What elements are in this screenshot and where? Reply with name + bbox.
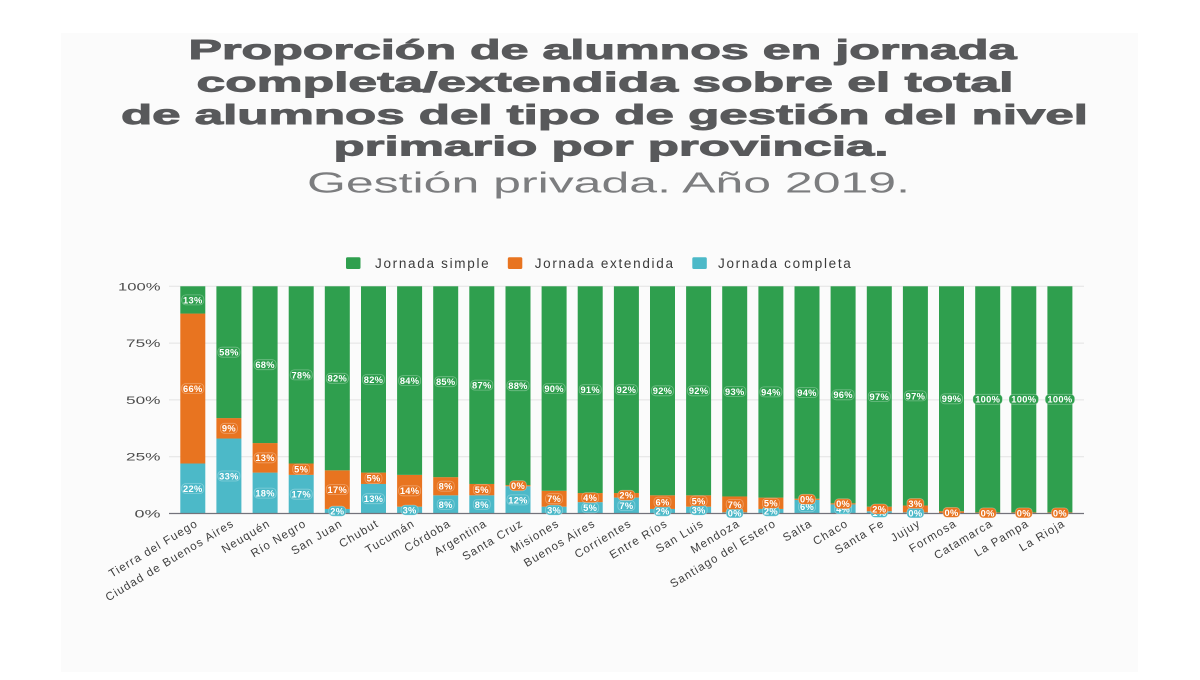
- svg-text:100%: 100%: [1047, 395, 1072, 405]
- svg-text:100%: 100%: [118, 281, 161, 293]
- svg-text:12%: 12%: [508, 495, 528, 505]
- svg-text:97%: 97%: [906, 391, 926, 401]
- svg-text:3%: 3%: [692, 506, 706, 516]
- svg-text:2%: 2%: [619, 491, 633, 501]
- svg-text:0%: 0%: [1053, 508, 1067, 518]
- svg-text:5%: 5%: [475, 485, 489, 495]
- svg-text:Jornada extendida: Jornada extendida: [535, 256, 675, 271]
- svg-text:primario por provincia.: primario por provincia.: [334, 131, 889, 162]
- svg-text:99%: 99%: [942, 394, 962, 404]
- svg-text:3%: 3%: [403, 506, 417, 516]
- svg-text:13%: 13%: [364, 494, 384, 504]
- svg-text:97%: 97%: [870, 392, 890, 402]
- svg-text:Proporción de alumnos en jorna: Proporción de alumnos en jornada: [189, 34, 1018, 65]
- svg-text:0%: 0%: [728, 508, 742, 518]
- svg-text:2%: 2%: [655, 507, 669, 517]
- svg-text:4%: 4%: [836, 504, 850, 514]
- svg-text:66%: 66%: [183, 384, 203, 394]
- svg-text:8%: 8%: [475, 500, 489, 510]
- svg-text:5%: 5%: [692, 496, 706, 506]
- svg-text:3%: 3%: [908, 499, 922, 509]
- svg-text:Gestión privada. Año 2019.: Gestión privada. Año 2019.: [307, 167, 910, 199]
- svg-text:6%: 6%: [655, 498, 669, 508]
- svg-text:68%: 68%: [255, 360, 275, 370]
- svg-text:0%: 0%: [944, 508, 958, 518]
- svg-text:0%: 0%: [836, 499, 850, 509]
- svg-text:0%: 0%: [511, 481, 525, 491]
- svg-text:2%: 2%: [764, 507, 778, 517]
- svg-text:92%: 92%: [653, 386, 673, 396]
- svg-text:de alumnos del tipo de gestión: de alumnos del tipo de gestión del nivel: [121, 99, 1088, 130]
- svg-text:8%: 8%: [439, 500, 453, 510]
- svg-text:96%: 96%: [833, 390, 853, 400]
- svg-text:18%: 18%: [255, 489, 275, 499]
- svg-text:22%: 22%: [183, 484, 203, 494]
- svg-text:50%: 50%: [126, 395, 161, 407]
- svg-text:completa/extendida sobre el to: completa/extendida sobre el total: [197, 67, 1014, 98]
- svg-text:82%: 82%: [364, 375, 384, 385]
- svg-text:3%: 3%: [547, 506, 561, 516]
- svg-text:84%: 84%: [400, 376, 420, 386]
- svg-text:7%: 7%: [547, 494, 561, 504]
- svg-text:2%: 2%: [872, 504, 886, 514]
- svg-text:92%: 92%: [689, 386, 709, 396]
- svg-text:94%: 94%: [797, 388, 817, 398]
- svg-text:8%: 8%: [439, 482, 453, 492]
- svg-text:17%: 17%: [291, 490, 311, 500]
- svg-text:4%: 4%: [583, 493, 597, 503]
- svg-text:0%: 0%: [981, 508, 995, 518]
- svg-text:Jornada simple: Jornada simple: [375, 256, 490, 271]
- svg-text:92%: 92%: [617, 385, 637, 395]
- svg-text:100%: 100%: [1011, 395, 1036, 405]
- svg-text:Jornada completa: Jornada completa: [718, 256, 853, 271]
- svg-text:93%: 93%: [725, 387, 745, 397]
- svg-text:2%: 2%: [330, 507, 344, 517]
- svg-text:13%: 13%: [255, 453, 275, 463]
- svg-text:0%: 0%: [1017, 508, 1031, 518]
- svg-text:75%: 75%: [126, 338, 161, 350]
- svg-text:85%: 85%: [436, 377, 456, 387]
- svg-text:91%: 91%: [580, 385, 600, 395]
- svg-text:82%: 82%: [328, 374, 348, 384]
- svg-text:14%: 14%: [400, 486, 420, 496]
- svg-text:5%: 5%: [294, 465, 308, 475]
- svg-text:5%: 5%: [764, 499, 778, 509]
- svg-text:88%: 88%: [508, 381, 528, 391]
- svg-text:7%: 7%: [728, 500, 742, 510]
- svg-text:0%: 0%: [135, 509, 161, 521]
- svg-text:5%: 5%: [583, 503, 597, 513]
- svg-text:0%: 0%: [800, 495, 814, 505]
- svg-text:6%: 6%: [800, 502, 814, 512]
- svg-text:0%: 0%: [908, 508, 922, 518]
- svg-text:90%: 90%: [544, 384, 564, 394]
- svg-text:58%: 58%: [219, 348, 239, 358]
- svg-text:78%: 78%: [291, 370, 311, 380]
- svg-text:9%: 9%: [222, 424, 236, 434]
- svg-text:25%: 25%: [126, 452, 161, 464]
- svg-text:100%: 100%: [975, 395, 1000, 405]
- svg-text:13%: 13%: [183, 295, 203, 305]
- svg-text:17%: 17%: [328, 485, 348, 495]
- svg-text:33%: 33%: [219, 471, 239, 481]
- svg-text:7%: 7%: [619, 501, 633, 511]
- svg-text:94%: 94%: [761, 387, 781, 397]
- svg-text:5%: 5%: [366, 474, 380, 484]
- svg-text:87%: 87%: [472, 381, 492, 391]
